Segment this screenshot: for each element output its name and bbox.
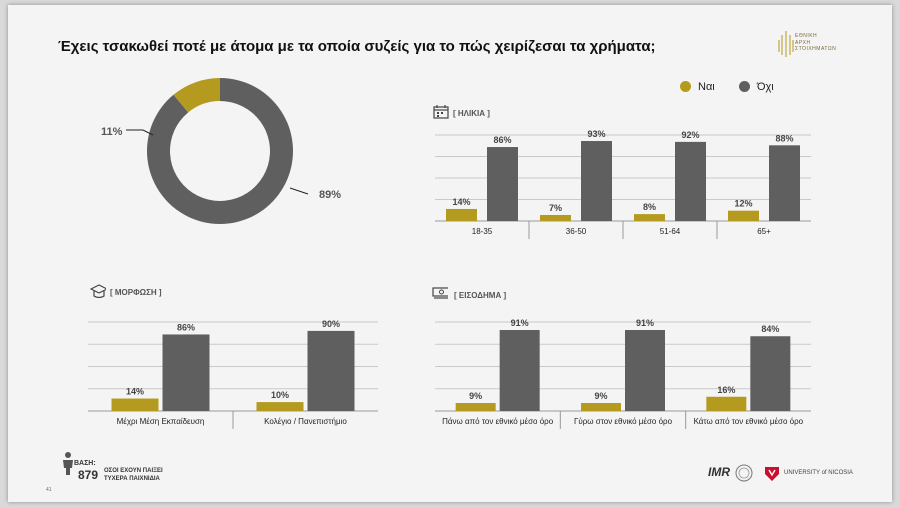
legend-item-no: Όχι	[739, 81, 774, 93]
education-bar-yes	[256, 402, 304, 411]
income-value-label-no: 91%	[636, 318, 654, 328]
brand-line-1: ΕΘΝΙΚΗ	[795, 33, 818, 39]
income-bar-no	[499, 330, 540, 411]
slide: Έχεις τσακωθεί ποτέ με άτομα με τα οποία…	[8, 5, 892, 502]
brand-line-3: ΣΤΟΙΧΗΜΑΤΩΝ	[795, 46, 837, 52]
income-value-label-yes: 9%	[594, 391, 607, 401]
income-bar-yes	[581, 402, 621, 411]
graduation-cap-icon	[90, 284, 106, 298]
age-category-label: 36-50	[566, 227, 587, 236]
education-panel-title: [ ΜΟΡΦΩΣΗ ]	[110, 288, 162, 297]
page-number: 41	[46, 487, 52, 493]
age-bar-yes	[446, 208, 477, 221]
donut-leader-no	[289, 187, 309, 195]
education-value-label-no: 86%	[177, 322, 195, 332]
age-value-label-yes: 8%	[643, 202, 656, 212]
base-desc-line-1: ΟΣΟΙ ΕΧΟΥΝ ΠΑΙΞΕΙ	[104, 468, 163, 474]
education-value-label-yes: 14%	[126, 387, 144, 397]
imr-logo: IMR	[708, 465, 730, 479]
charts-svg: 11% 89% 14% 86% 18-35 7% 93% 36-50 8% 92% 51-64 12%…	[88, 78, 811, 429]
donut-slice-yes	[173, 78, 220, 113]
seal-logo-icon	[735, 464, 753, 482]
donut-label-yes: 11%	[101, 126, 123, 138]
money-stack-icon	[432, 287, 448, 299]
age-value-label-no: 92%	[681, 130, 699, 140]
income-value-label-yes: 9%	[469, 391, 482, 401]
education-value-label-no: 90%	[322, 319, 340, 329]
brand-name: ΕΘΝΙΚΗ ΑΡΧΗ ΣΤΟΙΧΗΜΑΤΩΝ	[795, 33, 836, 53]
age-value-label-no: 93%	[587, 129, 605, 139]
person-icon	[63, 452, 73, 475]
legend-label-yes: Ναι	[698, 81, 715, 93]
income-value-label-no: 84%	[761, 324, 779, 334]
legend-dot-no	[739, 81, 750, 92]
age-value-label-no: 88%	[775, 133, 793, 143]
age-value-label-no: 86%	[493, 135, 511, 145]
university-name: UNIVERSITY of NICOSIA	[784, 470, 853, 476]
age-bar-yes	[634, 214, 665, 221]
legend-label-no: Όχι	[757, 81, 774, 93]
age-bar-no	[769, 145, 800, 221]
income-category-label: Γύρω στον εθνικό μέσο όρο	[574, 417, 673, 426]
age-bar-no	[581, 141, 612, 221]
income-value-label-yes: 16%	[717, 385, 735, 395]
brand-emblem-icon	[778, 31, 794, 57]
donut-leader-yes	[126, 129, 154, 136]
income-category-label: Πάνω από τον εθνικό μέσο όρο	[442, 417, 554, 426]
age-value-label-yes: 7%	[549, 203, 562, 213]
income-bar-no	[625, 330, 665, 411]
age-category-label: 18-35	[472, 227, 493, 236]
legend-dot-yes	[680, 81, 691, 92]
education-value-label-yes: 10%	[271, 390, 289, 400]
education-bar-no	[162, 334, 210, 411]
brand-logo: ΕΘΝΙΚΗ ΑΡΧΗ ΣΤΟΙΧΗΜΑΤΩΝ	[778, 29, 868, 63]
age-category-label: 51-64	[660, 227, 681, 236]
age-category-label: 65+	[757, 227, 771, 236]
calendar-icon	[433, 105, 449, 119]
age-value-label-yes: 14%	[452, 197, 470, 207]
age-bar-yes	[728, 210, 759, 221]
age-bar-no	[675, 141, 706, 221]
legend-item-yes: Ναι	[680, 81, 715, 93]
education-bar-no	[307, 330, 355, 411]
base-description: ΟΣΟΙ ΕΧΟΥΝ ΠΑΙΞΕΙ ΤΥΧΕΡΑ ΠΑΙΧΝΙΔΙΑ	[104, 467, 163, 483]
age-value-label-yes: 12%	[734, 199, 752, 209]
education-bar-yes	[111, 398, 159, 411]
age-bar-yes	[540, 214, 571, 221]
donut-label-no: 89%	[319, 189, 341, 201]
base-value: 879	[78, 468, 99, 482]
brand-line-2: ΑΡΧΗ	[795, 39, 811, 46]
education-category-label: Μέχρι Μέση Εκπαίδευση	[117, 417, 205, 426]
income-category-label: Κάτω από τον εθνικό μέσο όρο	[694, 417, 804, 426]
university-shield-icon	[765, 467, 779, 481]
base-label: ΒΑΣΗ:	[74, 460, 96, 467]
donut-slice-no	[147, 78, 293, 225]
age-panel-title: [ ΗΛΙΚΙΑ ]	[453, 109, 490, 118]
education-category-label: Κολέγιο / Πανεπιστήμιο	[264, 417, 347, 426]
income-bar-yes	[455, 402, 496, 411]
income-panel-title: [ ΕΙΣΟΔΗΜΑ ]	[454, 291, 507, 300]
income-bar-yes	[706, 396, 747, 411]
age-bar-no	[487, 147, 518, 221]
income-value-label-no: 91%	[511, 318, 529, 328]
slide-title: Έχεις τσακωθεί ποτέ με άτομα με τα οποία…	[58, 38, 656, 55]
income-bar-no	[750, 336, 791, 411]
base-desc-line-2: ΤΥΧΕΡΑ ΠΑΙΧΝΙΔΙΑ	[104, 476, 160, 482]
